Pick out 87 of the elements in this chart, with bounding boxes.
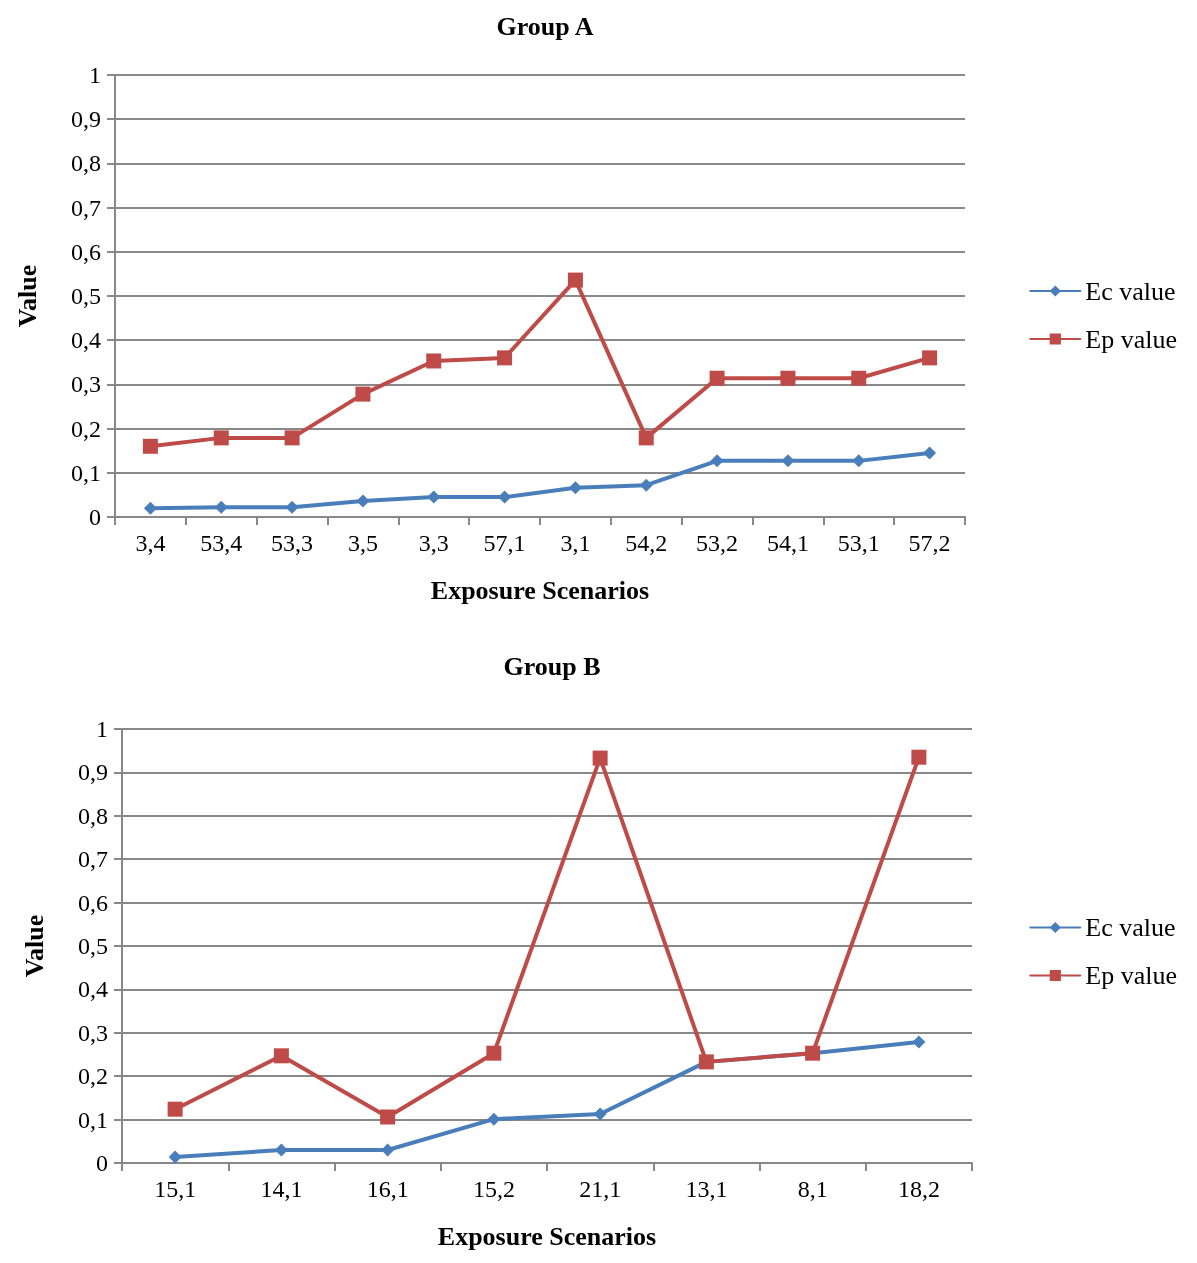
- point: [923, 446, 937, 460]
- y-tick-label: 0,4: [78, 976, 108, 1003]
- y-tick-label: 1: [96, 716, 108, 742]
- point: [912, 1035, 926, 1049]
- y-tick-label: 0,4: [71, 327, 101, 354]
- x-axis-title: Exposure Scenarios: [437, 1221, 657, 1251]
- x-tick-label: 18,2: [897, 1176, 940, 1202]
- point: [639, 478, 653, 492]
- x-tick-label: 8,1: [797, 1176, 828, 1202]
- point: [497, 350, 513, 366]
- legend-label: Ec value: [1085, 276, 1176, 306]
- point: [356, 494, 370, 508]
- point: [486, 1045, 502, 1061]
- y-tick-label: 0,6: [78, 889, 108, 916]
- point: [710, 454, 724, 468]
- x-axis-title: Exposure Scenarios: [430, 575, 650, 605]
- x-tick-label: 53,2: [696, 530, 739, 556]
- y-tick-label: 0,1: [71, 459, 101, 486]
- point: [284, 430, 300, 446]
- x-tick-label: 57,2: [908, 530, 951, 556]
- point: [780, 370, 796, 386]
- x-tick-label: 15,1: [154, 1176, 197, 1202]
- y-tick-label: 0,8: [78, 802, 108, 829]
- y-tick-label: 0: [96, 1150, 108, 1176]
- point: [274, 1143, 288, 1157]
- point: [355, 386, 371, 402]
- point: [285, 500, 299, 514]
- y-tick-label: 0,9: [78, 759, 108, 786]
- y-axis-title: Value: [12, 264, 42, 328]
- point: [781, 454, 795, 468]
- chart-title: Group B: [503, 651, 601, 681]
- x-tick-label: 13,1: [685, 1176, 728, 1202]
- x-tick-label: 3,1: [560, 530, 591, 556]
- legend-label: Ep value: [1085, 324, 1177, 354]
- x-tick-label: 3,5: [347, 530, 378, 556]
- point: [487, 1112, 501, 1126]
- point: [911, 749, 927, 765]
- point: [922, 350, 938, 366]
- y-tick-label: 0,3: [71, 371, 101, 398]
- point: [498, 490, 512, 504]
- point: [380, 1109, 396, 1125]
- y-tick-label: 1: [89, 62, 101, 88]
- point: [143, 501, 157, 515]
- x-tick-label: 14,1: [260, 1176, 303, 1202]
- x-tick-label: 15,2: [472, 1176, 515, 1202]
- x-tick-label: 53,3: [271, 530, 314, 556]
- point: [426, 353, 442, 369]
- y-tick-label: 0,5: [78, 933, 108, 959]
- y-axis-title: Value: [19, 914, 49, 978]
- point: [593, 1107, 607, 1121]
- y-tick-label: 0: [89, 504, 101, 530]
- y-tick-label: 0,3: [78, 1019, 108, 1046]
- point: [167, 1101, 183, 1117]
- x-tick-label: 57,1: [483, 530, 526, 556]
- point: [567, 272, 583, 288]
- x-tick-label: 16,1: [366, 1176, 409, 1202]
- y-tick-label: 0,6: [71, 238, 101, 265]
- point: [638, 430, 654, 446]
- legend-label: Ec value: [1085, 913, 1176, 942]
- point: [852, 454, 866, 468]
- x-tick-label: 54,2: [625, 530, 668, 556]
- x-tick-label: 54,1: [766, 530, 809, 556]
- x-tick-label: 53,1: [837, 530, 880, 556]
- y-tick-label: 0,2: [78, 1063, 108, 1090]
- y-tick-label: 0,5: [71, 283, 101, 309]
- point: [214, 500, 228, 514]
- x-tick-label: 3,3: [418, 530, 449, 556]
- point: [568, 481, 582, 495]
- y-tick-label: 0,7: [71, 194, 101, 221]
- point: [142, 438, 158, 454]
- x-tick-label: 21,1: [579, 1176, 622, 1202]
- point: [709, 370, 725, 386]
- point: [273, 1048, 289, 1064]
- point: [381, 1143, 395, 1157]
- y-tick-label: 0,9: [71, 106, 101, 133]
- y-tick-label: 0,2: [71, 415, 101, 442]
- legend-label: Ep value: [1085, 961, 1177, 990]
- point: [851, 370, 867, 386]
- point: [592, 750, 608, 766]
- point: [168, 1150, 182, 1164]
- chart-title: Group A: [496, 11, 594, 41]
- y-tick-label: 0,8: [71, 150, 101, 177]
- y-tick-label: 0,7: [78, 846, 108, 873]
- x-tick-label: 53,4: [200, 530, 243, 556]
- y-tick-label: 0,1: [78, 1106, 108, 1133]
- point: [213, 430, 229, 446]
- x-tick-label: 3,4: [135, 530, 166, 556]
